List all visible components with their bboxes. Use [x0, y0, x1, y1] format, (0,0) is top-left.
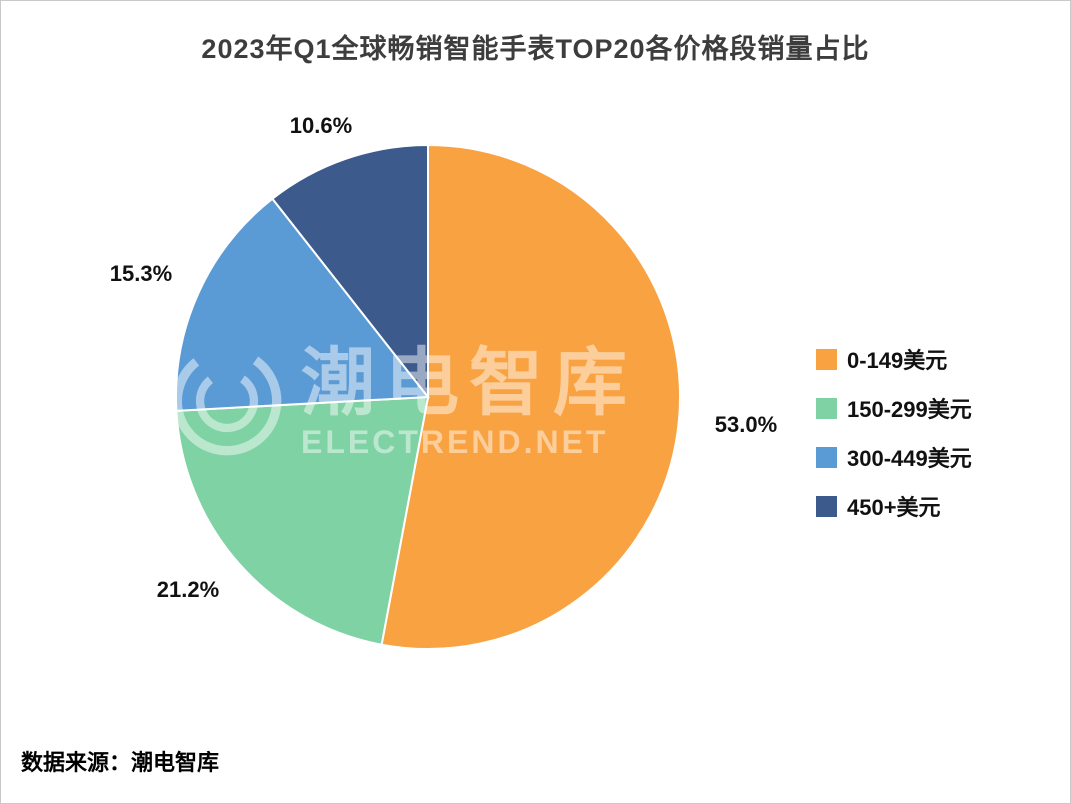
legend-label: 450+美元	[847, 495, 941, 520]
pie-data-label-450plus: 10.6%	[289, 113, 353, 138]
pie-slice-2	[175, 197, 430, 412]
legend-label: 150-299美元	[847, 397, 972, 422]
legend-swatch-icon	[816, 446, 837, 468]
pie-data-label-0-149: 53.0%	[714, 412, 778, 437]
source-note: 数据来源：潮电智库	[21, 750, 220, 775]
legend-swatch-icon	[816, 397, 837, 419]
legend-item: 150-299美元	[816, 392, 972, 424]
legend-swatch-icon	[816, 348, 837, 370]
chart-title: 2023年Q1全球畅销智能手表TOP20各价格段销量占比	[201, 34, 870, 64]
pie-slice-0	[380, 143, 681, 650]
legend-item: 300-449美元	[816, 441, 972, 473]
pie-data-label-300-449: 15.3%	[109, 261, 173, 286]
pie-slice-3	[271, 143, 429, 400]
pie-data-label-150-299: 21.2%	[156, 577, 220, 602]
legend-swatch-icon	[816, 495, 837, 517]
pie-slice-1	[175, 395, 430, 646]
legend-label: 0-149美元	[847, 348, 948, 373]
legend-label: 300-449美元	[847, 446, 972, 471]
legend: 0-149美元 150-299美元 300-449美元 450+美元	[816, 343, 972, 539]
legend-item: 0-149美元	[816, 343, 972, 375]
legend-item: 450+美元	[816, 490, 972, 522]
